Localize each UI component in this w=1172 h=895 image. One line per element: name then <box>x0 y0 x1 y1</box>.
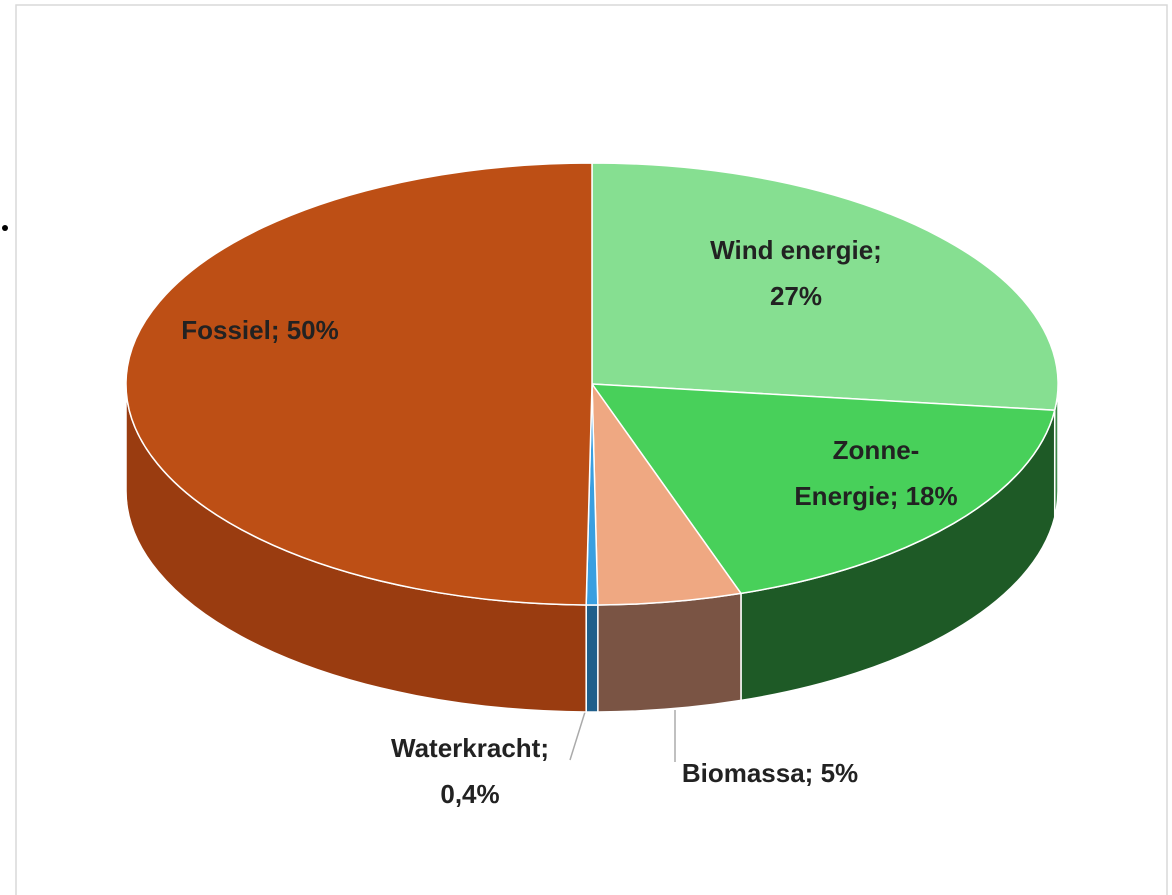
pie-slice <box>125 162 593 606</box>
pie-side <box>585 604 599 713</box>
data-label: Fossiel; 50% <box>181 315 339 345</box>
data-label: Energie; 18% <box>794 481 957 511</box>
leader-line <box>569 711 586 761</box>
pie-slice <box>591 381 743 606</box>
pie-slice <box>591 162 1059 411</box>
data-label: 27% <box>770 281 822 311</box>
pie-slice <box>590 383 1056 595</box>
data-label: Zonne- <box>833 435 920 465</box>
data-label: Biomassa; 5% <box>682 758 858 788</box>
bullet <box>2 225 8 231</box>
data-label: Wind energie; <box>710 235 882 265</box>
pie-side <box>597 592 742 713</box>
data-label: 0,4% <box>440 779 499 809</box>
data-label: Waterkracht; <box>391 733 549 763</box>
